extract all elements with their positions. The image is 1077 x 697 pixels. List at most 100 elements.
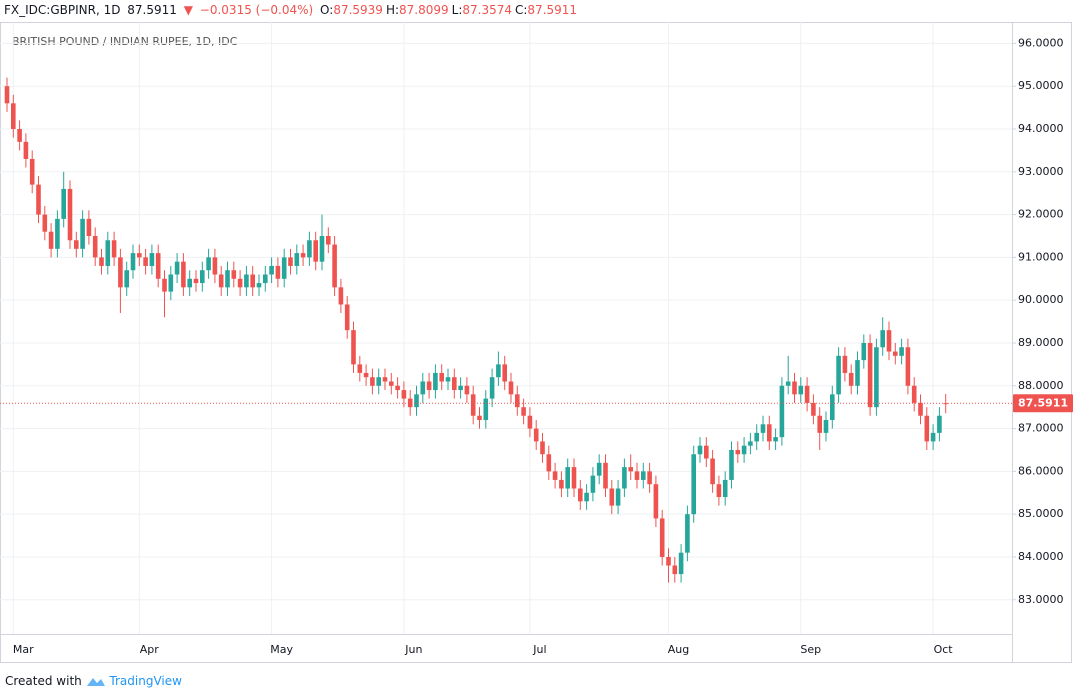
last-price-label: 87.5911 — [1018, 396, 1068, 409]
candle-body — [130, 253, 136, 271]
candle-body — [250, 274, 255, 288]
candle-body — [470, 394, 476, 416]
candle-body — [382, 377, 388, 382]
candle-body — [288, 257, 293, 266]
candle-body — [458, 385, 463, 391]
candle-body — [565, 467, 570, 489]
candle-body — [155, 253, 161, 279]
candle-body — [401, 390, 407, 399]
candle-body — [143, 257, 148, 266]
ohlc: O:87.5939 H:87.8099 L:87.3574 C:87.5911 — [320, 3, 580, 17]
candle-body — [86, 218, 92, 236]
candle-body — [603, 462, 608, 489]
candle-body — [685, 514, 690, 553]
candles — [4, 77, 948, 583]
candle-body — [414, 394, 419, 408]
candle-body — [200, 270, 205, 284]
y-tick-label: 96.0000 — [1018, 36, 1064, 49]
candle-body — [628, 467, 633, 472]
candle-body — [748, 441, 753, 446]
candle-body — [855, 360, 860, 386]
footer-text: Created with — [5, 674, 82, 688]
legend-header: FX_IDC:GBPINR, 1D 87.5911 ▼ −0.0315 (−0.… — [4, 3, 583, 17]
candle-body — [779, 385, 785, 438]
tv-logo — [86, 678, 105, 686]
candle-body — [578, 488, 583, 502]
last-price: 87.5911 — [127, 3, 177, 17]
y-tick-label: 87.0000 — [1018, 422, 1064, 435]
candle-body — [281, 257, 287, 279]
candle-body — [80, 218, 85, 249]
candle-body — [899, 347, 904, 356]
change: −0.0315 (−0.04%) — [199, 3, 314, 17]
candle-body — [653, 484, 659, 519]
candle-body — [836, 355, 841, 395]
candle-body — [111, 240, 117, 258]
ohlc-label: L: — [451, 3, 463, 17]
candle-body — [168, 274, 174, 292]
candle-body — [527, 415, 533, 429]
candle-body — [590, 475, 596, 493]
candle-body — [634, 471, 640, 480]
y-tick-label: 91.0000 — [1018, 250, 1064, 263]
candle-body — [319, 235, 325, 262]
candle-body — [370, 377, 375, 386]
candle-body — [489, 377, 495, 399]
candle-body — [4, 86, 10, 104]
symbol: FX_IDC:GBPINR, 1D — [4, 3, 121, 17]
candle-body — [193, 278, 199, 284]
candle-body — [521, 407, 526, 416]
candle-body — [508, 381, 514, 395]
x-tick-label: Oct — [934, 643, 954, 656]
candle-body — [830, 394, 835, 421]
candle-body — [244, 274, 249, 288]
candle-body — [357, 364, 363, 373]
ohlc-value: 87.5911 — [527, 3, 578, 17]
candle-body — [867, 342, 873, 408]
candle-body — [376, 377, 381, 386]
candle-body — [609, 488, 615, 506]
candle-body — [760, 424, 766, 433]
candle-body — [307, 240, 312, 258]
candle-body — [571, 467, 577, 489]
candle-body — [735, 449, 741, 455]
candle-body — [905, 347, 911, 386]
candle-body — [729, 449, 734, 480]
candle-body — [823, 420, 829, 433]
candle-body — [218, 274, 224, 288]
candle-body — [11, 103, 16, 129]
candle-body — [817, 415, 822, 433]
candle-body — [300, 253, 306, 258]
candle-body — [395, 385, 400, 391]
x-tick-label: Jul — [532, 643, 546, 656]
candle-body — [704, 445, 709, 459]
x-tick-label: Mar — [13, 643, 34, 656]
x-tick-label: Aug — [668, 643, 689, 656]
ohlc-label: O: — [320, 3, 334, 17]
candle-body — [546, 454, 552, 472]
candle-body — [294, 253, 300, 266]
candle-body — [874, 347, 879, 408]
candle-body — [464, 385, 470, 395]
candle-body — [162, 278, 167, 292]
candle-body — [483, 398, 489, 421]
footer-brand[interactable]: TradingView — [109, 674, 182, 688]
footer: Created with TradingView — [5, 673, 182, 688]
x-tick-label: May — [270, 643, 293, 656]
candle-body — [118, 257, 123, 288]
y-tick-label: 89.0000 — [1018, 336, 1064, 349]
candle-body — [36, 184, 41, 215]
candle-body — [206, 257, 211, 271]
y-tick-label: 93.0000 — [1018, 165, 1064, 178]
candle-body — [710, 458, 715, 485]
candle-body — [231, 270, 237, 279]
last-price-box — [1013, 394, 1073, 413]
candle-body — [716, 484, 722, 498]
candle-body — [256, 283, 262, 288]
candle-body — [502, 364, 507, 382]
candle-body — [452, 377, 457, 391]
candle-body — [880, 330, 885, 348]
y-tick-label: 85.0000 — [1018, 507, 1064, 520]
candle-body — [930, 432, 936, 442]
